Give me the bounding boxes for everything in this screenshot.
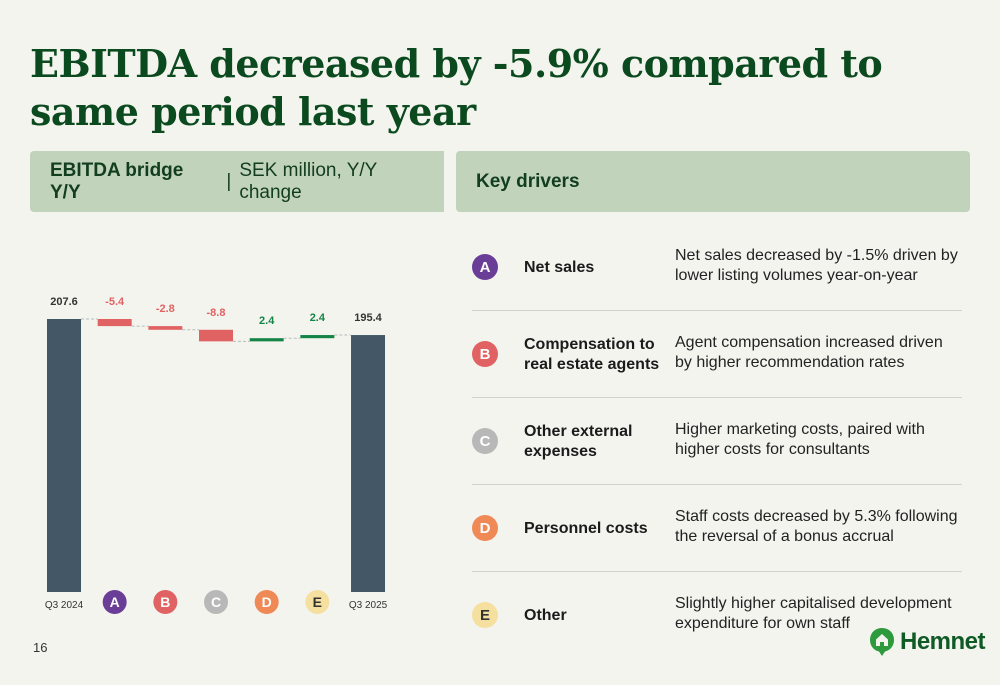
driver-row: D Personnel costs Staff costs decreased by…	[472, 485, 962, 572]
bar-c	[199, 329, 234, 342]
driver-name: Net sales	[524, 258, 595, 276]
driver-badge: E	[472, 602, 498, 628]
driver-row: B Compensation to real estate agents Agent…	[472, 311, 962, 398]
driver-badge: C	[472, 428, 498, 454]
data-label: -5.4	[105, 296, 125, 308]
driver-name: Other external expenses	[524, 422, 633, 460]
chart-panel-header: EBITDA bridge Y/Y | SEK million, Y/Y cha…	[30, 151, 444, 212]
x-tick-label: E	[313, 594, 322, 610]
driver-badge-c	[204, 590, 229, 614]
x-tick-label: Q3 2024	[45, 600, 84, 611]
driver-description: Staff costs decreased by 5.3% following …	[675, 508, 958, 545]
driver-row: C Other external expenses Higher marketing…	[472, 398, 962, 485]
data-label: 207.6	[50, 296, 78, 308]
x-tick-label: D	[262, 594, 272, 610]
driver-badge: B	[472, 341, 498, 367]
hemnet-logo: Hemnet	[868, 626, 986, 658]
chart-header-unit: SEK million, Y/Y change	[239, 159, 377, 203]
bar-q3-2025	[351, 335, 386, 592]
driver-badge: D	[472, 515, 498, 541]
ebitda-bridge-chart: 207.6 -5.4 -2.8 -8.8 2.4 2.4 195.4 Q3 2024 A B C D E…	[45, 296, 388, 614]
bar-q3-2024	[47, 319, 81, 592]
data-label: -2.8	[156, 303, 175, 315]
x-tick-label: B	[160, 594, 170, 610]
key-drivers-list: A Net sales Net sales decreased by -1.5% d…	[472, 224, 962, 659]
driver-name: Other	[524, 606, 567, 624]
data-label: -8.8	[207, 307, 226, 319]
drivers-panel-header: Key drivers	[456, 151, 970, 212]
data-label: 2.4	[259, 315, 275, 327]
bar-e	[300, 335, 335, 339]
driver-row: E Other Slightly higher capitalised develo…	[472, 572, 962, 659]
data-label: 195.4	[354, 312, 382, 324]
x-tick-label: A	[110, 594, 120, 610]
drivers-header-title: Key drivers	[476, 170, 580, 192]
driver-badge-b	[153, 590, 178, 614]
data-label: 2.4	[310, 312, 326, 324]
driver-name: Compensation to real estate agents	[524, 335, 660, 373]
driver-badge-a	[102, 590, 127, 614]
bar-d	[249, 338, 284, 342]
driver-badge: A	[472, 254, 498, 280]
bar-b	[148, 326, 183, 330]
driver-name: Personnel costs	[524, 519, 648, 537]
page-number: 16	[33, 640, 48, 655]
chart-header-separator: |	[226, 170, 232, 192]
x-tick-label: Q3 2025	[349, 600, 388, 611]
x-tick-label: C	[211, 594, 221, 610]
driver-description: Higher marketing costs, paired with high…	[675, 421, 925, 458]
driver-badge-e	[305, 590, 330, 614]
bar-a	[97, 319, 132, 327]
page-title: EBITDA decreased by -5.9% compared to sa…	[30, 41, 883, 134]
driver-description: Net sales decreased by -1.5% driven by l…	[675, 247, 958, 284]
chart-header-title: EBITDA bridge Y/Y	[50, 159, 184, 203]
logo-text: Hemnet	[900, 628, 986, 655]
driver-description: Slightly higher capitalised development …	[675, 595, 952, 632]
driver-row: A Net sales Net sales decreased by -1.5% d…	[472, 224, 962, 311]
driver-description: Agent compensation increased driven by h…	[675, 334, 943, 371]
house-icon	[870, 628, 894, 656]
driver-badge-d	[254, 590, 279, 614]
